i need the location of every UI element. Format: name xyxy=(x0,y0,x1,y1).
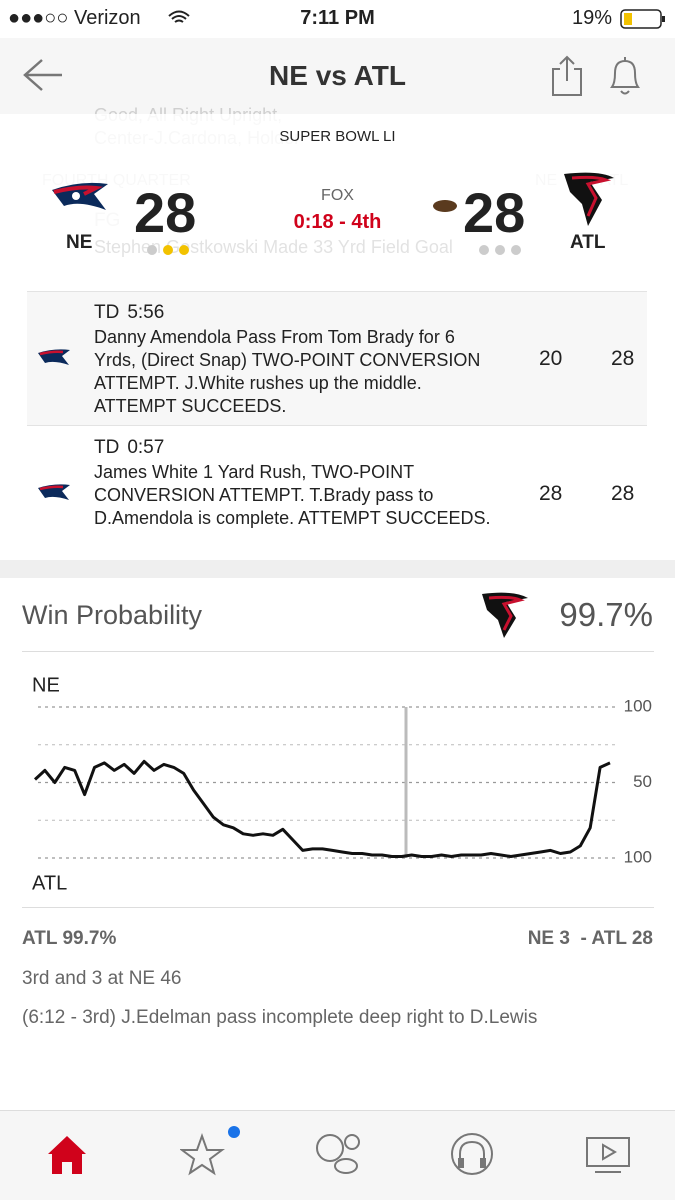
divider xyxy=(27,291,647,292)
home-score: 28 xyxy=(134,181,197,244)
tab-bar xyxy=(0,1110,675,1200)
y-tick-label: 50 xyxy=(633,772,652,791)
nav-bar xyxy=(0,38,675,114)
divider xyxy=(22,651,654,652)
ne-logo xyxy=(38,349,70,365)
back-button[interactable] xyxy=(22,58,64,92)
audio-tab[interactable] xyxy=(450,1132,494,1178)
play-header: TD 5:56 xyxy=(94,302,164,324)
share-button[interactable] xyxy=(550,55,584,97)
situation: 3rd and 3 at NE 46 xyxy=(22,968,182,989)
game-clock: 0:18 - 4th xyxy=(293,211,382,233)
ne-logo xyxy=(52,182,108,210)
home-tab[interactable] xyxy=(46,1134,88,1176)
section-gap xyxy=(0,560,675,578)
play-text: Danny Amendola Pass From Tom Brady for 6… xyxy=(94,327,481,416)
win-probability-value: 99.7% xyxy=(559,596,653,633)
score-at-play: NE 3 - ATL 28 xyxy=(527,928,653,949)
divider xyxy=(22,907,654,908)
ne-score: 28 xyxy=(539,482,563,505)
carrier: ●●●○○ Verizon xyxy=(8,7,141,29)
event-name: SUPER BOWL LI xyxy=(279,128,396,145)
play-time: 0:57 xyxy=(127,437,165,458)
play-type: TD xyxy=(94,302,120,323)
video-tab[interactable] xyxy=(585,1136,631,1174)
nav-title: NE vs ATL xyxy=(269,60,406,91)
win-probability-chart: 100 50 100 NE ATL xyxy=(32,674,652,894)
play-row: TD 5:56 Danny Amendola Pass From Tom Brady… xyxy=(27,292,647,426)
away-score: 28 xyxy=(463,181,526,244)
leader-probability: ATL 99.7% xyxy=(22,928,117,949)
network: FOX xyxy=(321,187,354,204)
away-timeouts xyxy=(479,245,521,255)
sports-tab[interactable] xyxy=(314,1132,362,1178)
away-abbr: ATL xyxy=(570,232,606,253)
home-timeouts xyxy=(147,245,189,255)
bottom-team-label: ATL xyxy=(32,872,67,894)
leader-logo xyxy=(482,592,528,638)
clock: 7:11 PM xyxy=(300,7,375,29)
last-play: (6:12 - 3rd) J.Edelman pass incomplete d… xyxy=(22,1007,538,1028)
y-tick-label: 100 xyxy=(624,696,652,715)
play-type: TD xyxy=(94,437,120,458)
battery-level: 19% xyxy=(572,7,613,29)
battery-icon xyxy=(620,9,665,29)
ne-logo xyxy=(38,484,70,500)
ne-score: 20 xyxy=(539,347,563,370)
top-team-label: NE xyxy=(32,674,60,696)
play-header: TD 0:57 xyxy=(94,437,164,459)
wifi-icon xyxy=(168,10,190,23)
possession-icon xyxy=(433,200,457,212)
atl-score: 28 xyxy=(611,482,635,505)
home-abbr: NE xyxy=(66,232,93,253)
win-probability-title: Win Probability xyxy=(22,600,203,630)
atl-logo xyxy=(564,172,614,226)
play-time: 5:56 xyxy=(127,302,165,323)
scoreboard xyxy=(0,114,675,260)
play-text: James White 1 Yard Rush, TWO-POINT CONVE… xyxy=(94,462,491,528)
atl-score: 28 xyxy=(611,347,635,370)
play-row: TD 0:57 James White 1 Yard Rush, TWO-POINT… xyxy=(27,427,647,561)
favorites-tab[interactable] xyxy=(180,1124,244,1176)
win-probability-line xyxy=(33,759,611,858)
y-tick-label: 100 xyxy=(624,847,652,866)
alerts-button[interactable] xyxy=(606,55,644,97)
